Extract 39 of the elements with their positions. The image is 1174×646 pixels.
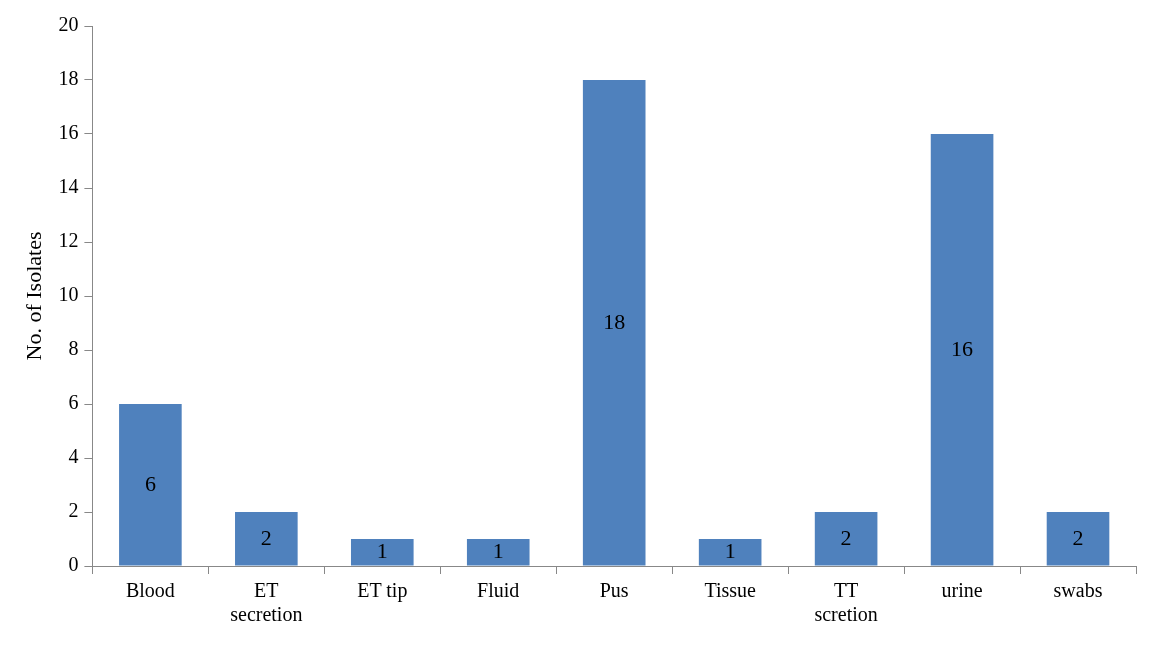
data-label: 2	[260, 524, 272, 550]
data-label: 6	[144, 470, 156, 496]
y-tick-label: 6	[68, 391, 79, 414]
bar	[119, 404, 182, 566]
y-tick-label: 10	[58, 283, 79, 306]
data-label: 1	[724, 538, 736, 564]
x-tick-label: Fluid	[477, 579, 520, 602]
x-tick-label: ET tip	[357, 579, 408, 603]
bar	[698, 539, 762, 566]
data-label: 1	[492, 538, 504, 564]
x-tick-label: ET secretion	[230, 579, 303, 626]
data-label: 2	[840, 524, 852, 550]
bar	[1046, 512, 1110, 566]
data-label: 18	[603, 308, 626, 334]
y-tick-label: 14	[58, 175, 79, 198]
data-label: 16	[951, 335, 974, 361]
bar	[466, 539, 530, 566]
bar	[582, 80, 646, 566]
y-tick-label: 18	[58, 67, 79, 90]
bar	[350, 539, 414, 566]
y-tick-label: 2	[68, 499, 79, 522]
x-tick-label: Pus	[599, 579, 629, 602]
bar	[235, 512, 298, 566]
x-tick-label: Tissue	[704, 579, 757, 602]
y-tick-label: 8	[68, 337, 79, 360]
x-tick-label: Blood	[125, 579, 175, 602]
y-axis-title: No. of Isolates	[20, 231, 46, 361]
bar	[930, 134, 994, 566]
x-tick-label: TT scretion	[814, 579, 878, 626]
data-label: 2	[1072, 524, 1084, 550]
data-label: 1	[376, 538, 388, 564]
y-tick-label: 20	[58, 13, 79, 36]
bar	[814, 512, 878, 566]
x-tick-label: urine	[941, 579, 983, 602]
y-tick-label: 4	[68, 445, 79, 468]
x-tick-label: swabs	[1053, 579, 1103, 602]
y-tick-label: 0	[68, 553, 79, 576]
y-tick-label: 16	[58, 121, 79, 144]
y-tick-label: 12	[58, 229, 79, 252]
